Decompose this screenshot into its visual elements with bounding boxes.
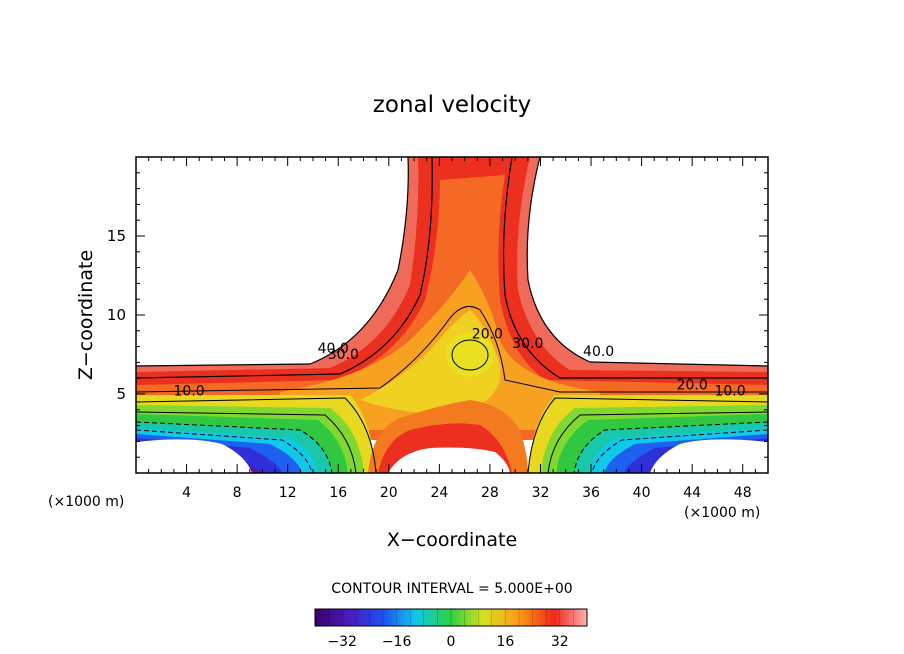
- contour-40: [136, 157, 409, 367]
- contour-30: [136, 157, 433, 379]
- x-tick-label: 40: [633, 485, 651, 501]
- x-tick-label: 28: [481, 485, 499, 501]
- contour-20: [136, 305, 768, 393]
- contour-labels: 40.030.010.020.030.0 40.020.0 10.0: [174, 327, 746, 400]
- contour-interval-text: CONTOUR INTERVAL = 5.000E+00: [331, 581, 572, 597]
- y-tick-label: 15: [107, 227, 126, 245]
- colorbar-tick-label: −32: [327, 634, 357, 650]
- contour-0-left: [136, 411, 357, 473]
- contour-lines: [136, 157, 768, 473]
- white-lower-center: [388, 447, 510, 473]
- contour-label: 40.0: [318, 341, 349, 357]
- contour-20-core: [451, 339, 489, 371]
- contour-neg-left-2: [136, 429, 313, 473]
- contour-neg-left-1: [136, 421, 333, 473]
- contour-field: [136, 157, 768, 473]
- contour-40-right: [526, 157, 768, 367]
- x-unit-left: (×1000 m): [48, 494, 124, 510]
- x-axis-ticks: 4 8 12 16 20 24 28 32 36 40 44 48: [148, 157, 756, 501]
- contour-neg-right-2: [591, 429, 768, 473]
- x-tick-label: 24: [430, 485, 448, 501]
- contour-0-right: [547, 411, 768, 473]
- colorbar-tick-label: 16: [496, 634, 514, 650]
- x-tick-label: 44: [683, 485, 701, 501]
- white-left: [136, 439, 252, 473]
- y-tick-label: 5: [116, 385, 126, 403]
- colorbar: [314, 608, 588, 627]
- colorbar-ticks: −32 −16 0 16 32: [327, 609, 574, 650]
- contour-10: [136, 397, 377, 473]
- contour-label: 10.0: [714, 384, 745, 400]
- colorbar-tick-label: 0: [447, 634, 456, 650]
- colorbar-tick-label: −16: [382, 634, 412, 650]
- y-axis-ticks: 5 10 15: [107, 172, 768, 458]
- x-tick-label: 32: [532, 485, 550, 501]
- contour-30-right: [502, 157, 768, 379]
- chart-title: zonal velocity: [373, 92, 531, 118]
- contour-label: 20.0: [472, 327, 503, 343]
- x-tick-label: 48: [734, 485, 752, 501]
- contour-label: 30.0: [328, 347, 359, 363]
- contour-10-right: [527, 397, 768, 473]
- x-tick-label: 36: [582, 485, 600, 501]
- y-axis-label: Z−coordinate: [75, 250, 97, 380]
- x-tick-label: 12: [279, 485, 297, 501]
- x-tick-label: 4: [182, 485, 191, 501]
- white-right: [650, 439, 768, 473]
- x-tick-label: 8: [233, 485, 242, 501]
- x-tick-label: 16: [329, 485, 347, 501]
- x-unit-right: (×1000 m): [684, 505, 760, 521]
- contour-label: 40.0: [583, 344, 614, 360]
- contour-label: 20.0: [677, 377, 708, 393]
- x-axis-label: X−coordinate: [387, 529, 517, 551]
- x-tick-label: 20: [380, 485, 398, 501]
- y-tick-label: 10: [107, 306, 126, 324]
- contour-label: 10.0: [174, 384, 205, 400]
- contour-label: 30.0: [512, 336, 543, 352]
- contour-neg-right-1: [573, 421, 768, 473]
- colorbar-tick-label: 32: [551, 634, 569, 650]
